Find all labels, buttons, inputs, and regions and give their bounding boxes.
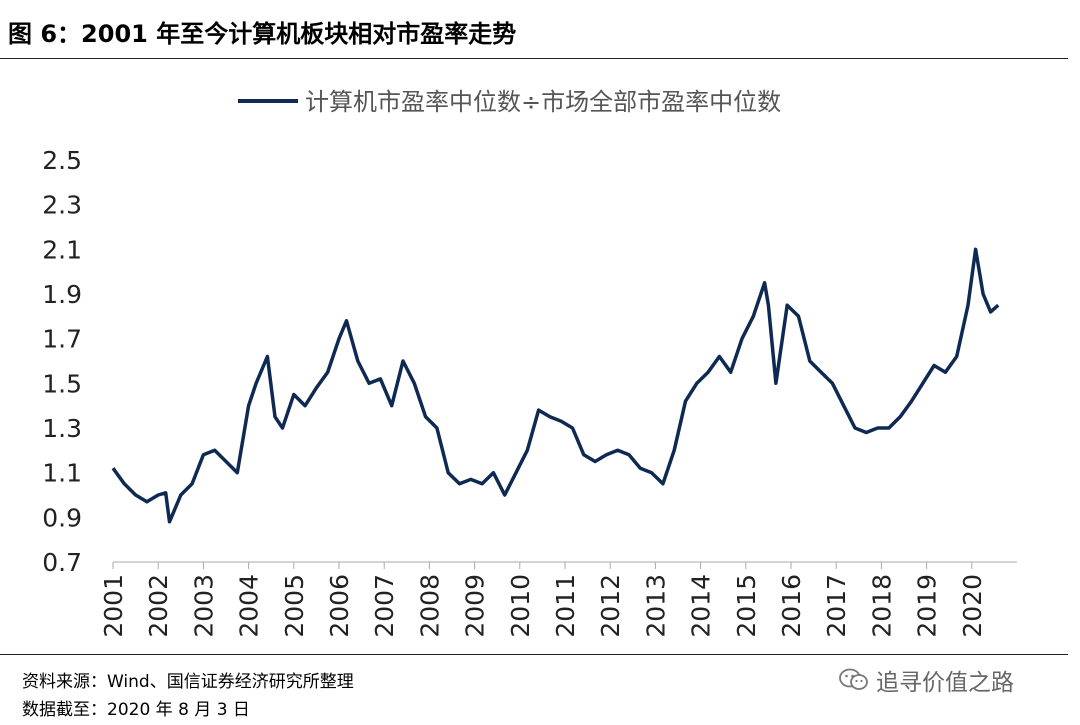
y-tick-label: 1.5 <box>42 369 82 398</box>
x-tick-label: 2006 <box>325 574 354 638</box>
y-tick-label: 0.9 <box>42 503 82 532</box>
x-tick-label: 2012 <box>596 574 625 638</box>
x-tick-label: 2005 <box>280 574 309 638</box>
x-tick-label: 2020 <box>958 574 987 638</box>
x-tick-label: 2003 <box>189 574 218 638</box>
figure-footer: 资料来源：Wind、国信证券经济研究所整理 数据截至：2020 年 8 月 3 … <box>0 654 1068 725</box>
x-tick-label: 2011 <box>551 574 580 638</box>
line-chart: 计算机市盈率中位数÷市场全部市盈率中位数 0.7 0.9 1.1 1.3 1.5 1.7 1… <box>42 88 1017 638</box>
y-tick-label: 2.1 <box>42 235 82 264</box>
plot-area <box>111 247 1000 524</box>
source-note: 资料来源：Wind、国信证券经济研究所整理 <box>22 672 354 692</box>
series-line <box>111 247 1000 524</box>
x-tick-label: 2014 <box>687 574 716 638</box>
y-tick-label: 1.3 <box>42 414 82 443</box>
y-tick-label: 2.3 <box>42 191 82 220</box>
x-axis: 2001 2002 2003 2004 2005 2006 2007 2008 2009 2010… <box>99 561 1017 638</box>
y-tick-label: 1.1 <box>42 459 82 488</box>
figure-header: 图 6：2001 年至今计算机板块相对市盈率走势 <box>0 0 1068 59</box>
y-tick-label: 2.5 <box>42 146 82 175</box>
x-tick-label: 2015 <box>732 574 761 638</box>
x-tick-label: 2009 <box>461 574 490 638</box>
x-tick-label: 2002 <box>144 574 173 638</box>
data-cutoff-note: 数据截至：2020 年 8 月 3 日 <box>22 700 250 720</box>
x-tick-label: 2017 <box>822 574 851 638</box>
y-axis: 0.7 0.9 1.1 1.3 1.5 1.7 1.9 2.1 2.3 2.5 <box>42 146 82 577</box>
watermark: 追寻价值之路 <box>838 663 1014 697</box>
y-tick-label: 0.7 <box>42 548 82 577</box>
figure-title: 图 6：2001 年至今计算机板块相对市盈率走势 <box>8 20 517 48</box>
wechat-icon <box>839 668 868 690</box>
x-tick-label: 2004 <box>235 574 264 638</box>
x-tick-label: 2018 <box>867 574 896 638</box>
watermark-text: 追寻价值之路 <box>876 670 1014 696</box>
y-tick-label: 1.9 <box>42 280 82 309</box>
x-tick-label: 2019 <box>913 574 942 638</box>
x-tick-label: 2007 <box>370 574 399 638</box>
x-tick-label: 2010 <box>506 574 535 638</box>
x-tick-label: 2013 <box>641 574 670 638</box>
x-tick-label: 2001 <box>99 574 128 638</box>
chart-legend: 计算机市盈率中位数÷市场全部市盈率中位数 <box>238 88 781 116</box>
legend-label: 计算机市盈率中位数÷市场全部市盈率中位数 <box>305 88 781 116</box>
x-tick-label: 2016 <box>777 574 806 638</box>
x-tick-label: 2008 <box>415 574 444 638</box>
y-tick-label: 1.7 <box>42 325 82 354</box>
